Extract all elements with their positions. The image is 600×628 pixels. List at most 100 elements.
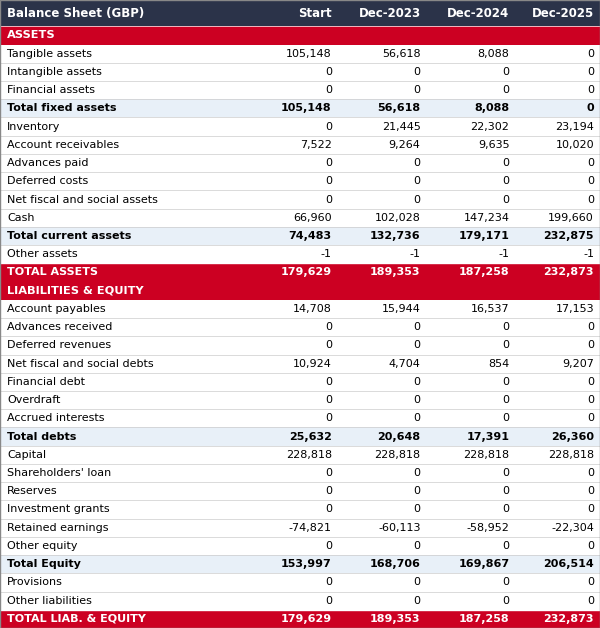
Bar: [427, 573, 515, 592]
Text: 0: 0: [325, 395, 332, 405]
Text: Reserves: Reserves: [7, 486, 58, 496]
Text: Capital: Capital: [7, 450, 46, 460]
Text: 8,088: 8,088: [478, 49, 509, 58]
Bar: [427, 355, 515, 373]
Text: 179,629: 179,629: [281, 268, 332, 278]
Text: Inventory: Inventory: [7, 122, 61, 132]
Bar: [0, 409, 249, 428]
Bar: [515, 464, 600, 482]
Bar: [0, 336, 249, 355]
Bar: [515, 99, 600, 117]
Text: 0: 0: [587, 541, 594, 551]
Text: 0: 0: [413, 395, 421, 405]
Bar: [249, 318, 338, 336]
Text: 0: 0: [502, 176, 509, 187]
Text: 199,660: 199,660: [548, 213, 594, 223]
Bar: [0, 355, 249, 373]
Bar: [338, 519, 427, 537]
Text: 16,537: 16,537: [471, 304, 509, 314]
Text: Net fiscal and social assets: Net fiscal and social assets: [7, 195, 158, 205]
Bar: [427, 592, 515, 610]
Bar: [515, 519, 600, 537]
Bar: [0, 117, 249, 136]
Text: 26,360: 26,360: [551, 431, 594, 441]
Text: 0: 0: [502, 595, 509, 605]
Text: Start: Start: [298, 7, 332, 19]
Text: 0: 0: [587, 486, 594, 496]
Text: 0: 0: [325, 176, 332, 187]
Bar: [338, 300, 427, 318]
Text: 56,618: 56,618: [382, 49, 421, 58]
Text: 0: 0: [413, 377, 421, 387]
Bar: [249, 537, 338, 555]
Text: Dec-2024: Dec-2024: [447, 7, 509, 19]
Text: 0: 0: [587, 504, 594, 514]
Bar: [249, 610, 338, 628]
Text: 9,635: 9,635: [478, 140, 509, 150]
Bar: [427, 263, 515, 281]
Bar: [427, 482, 515, 501]
Bar: [515, 63, 600, 81]
Text: 4,704: 4,704: [389, 359, 421, 369]
Bar: [249, 45, 338, 63]
Text: 0: 0: [502, 541, 509, 551]
Bar: [0, 0, 249, 26]
Text: ASSETS: ASSETS: [7, 30, 56, 40]
Bar: [0, 63, 249, 81]
Text: 0: 0: [325, 468, 332, 478]
Text: 105,148: 105,148: [286, 49, 332, 58]
Text: 0: 0: [502, 377, 509, 387]
Text: 105,148: 105,148: [281, 104, 332, 114]
Bar: [249, 99, 338, 117]
Bar: [515, 117, 600, 136]
Bar: [249, 190, 338, 208]
Bar: [249, 501, 338, 519]
Bar: [427, 227, 515, 245]
Bar: [0, 464, 249, 482]
Text: 66,960: 66,960: [293, 213, 332, 223]
Text: Total fixed assets: Total fixed assets: [7, 104, 116, 114]
Bar: [0, 300, 249, 318]
Bar: [338, 391, 427, 409]
Text: -1: -1: [583, 249, 594, 259]
Bar: [338, 154, 427, 172]
Text: 0: 0: [413, 322, 421, 332]
Bar: [515, 336, 600, 355]
Bar: [338, 245, 427, 263]
Text: 228,818: 228,818: [374, 450, 421, 460]
Text: 0: 0: [502, 395, 509, 405]
Text: 854: 854: [488, 359, 509, 369]
Bar: [338, 263, 427, 281]
Text: 0: 0: [502, 85, 509, 95]
Text: Shareholders' loan: Shareholders' loan: [7, 468, 112, 478]
Text: Balance Sheet (GBP): Balance Sheet (GBP): [7, 7, 145, 19]
Bar: [427, 610, 515, 628]
Bar: [338, 81, 427, 99]
Text: 147,234: 147,234: [463, 213, 509, 223]
Bar: [338, 355, 427, 373]
Bar: [515, 537, 600, 555]
Text: 187,258: 187,258: [459, 268, 509, 278]
Bar: [0, 519, 249, 537]
Text: 0: 0: [502, 340, 509, 350]
Text: Total current assets: Total current assets: [7, 231, 131, 241]
Bar: [427, 172, 515, 190]
Text: 0: 0: [587, 595, 594, 605]
Text: 9,264: 9,264: [389, 140, 421, 150]
Text: Deferred costs: Deferred costs: [7, 176, 88, 187]
Text: Investment grants: Investment grants: [7, 504, 110, 514]
Bar: [338, 99, 427, 117]
Bar: [249, 391, 338, 409]
Text: -1: -1: [321, 249, 332, 259]
Text: 0: 0: [413, 468, 421, 478]
Text: Total Equity: Total Equity: [7, 559, 81, 569]
Text: 0: 0: [325, 85, 332, 95]
Bar: [427, 208, 515, 227]
Bar: [0, 154, 249, 172]
Text: Financial assets: Financial assets: [7, 85, 95, 95]
Bar: [427, 537, 515, 555]
Text: 17,153: 17,153: [556, 304, 594, 314]
Bar: [427, 300, 515, 318]
Text: -60,113: -60,113: [378, 522, 421, 533]
Bar: [427, 446, 515, 464]
